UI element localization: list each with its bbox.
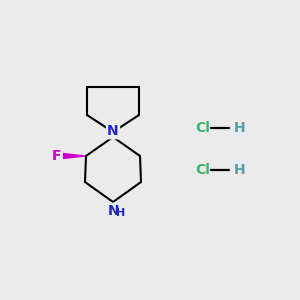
Polygon shape xyxy=(63,153,86,159)
Text: H: H xyxy=(116,208,126,218)
Text: F: F xyxy=(52,149,61,163)
Text: H: H xyxy=(234,163,246,177)
Text: H: H xyxy=(234,121,246,135)
Polygon shape xyxy=(110,132,116,137)
Text: Cl: Cl xyxy=(195,121,210,135)
Text: Cl: Cl xyxy=(195,163,210,177)
Text: N: N xyxy=(108,204,120,218)
Text: N: N xyxy=(107,124,119,138)
